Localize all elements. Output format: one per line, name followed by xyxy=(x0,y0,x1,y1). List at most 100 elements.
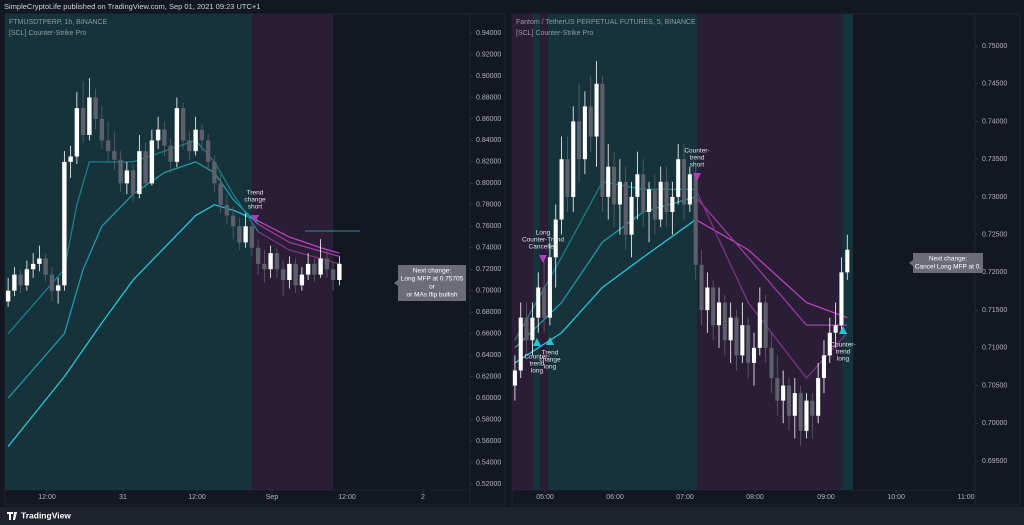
candle-body xyxy=(512,370,517,386)
y-tick-label: 0.80000 xyxy=(476,180,501,187)
y-tick-label: 0.70000 xyxy=(982,420,1007,427)
candle-body xyxy=(641,174,646,213)
annotation-text: change xyxy=(539,357,561,364)
annotation-text: Trend xyxy=(542,350,559,357)
y-tick-label: 0.56000 xyxy=(476,438,501,445)
candle-body xyxy=(623,181,628,235)
candle-body xyxy=(130,170,136,195)
trend-zone xyxy=(540,14,548,490)
candle-body xyxy=(218,183,223,205)
annotation-text: Trend xyxy=(247,190,264,197)
trend-zone xyxy=(252,14,333,490)
candle-body xyxy=(804,400,809,431)
candle-body xyxy=(839,272,844,326)
x-tick-label: 05:00 xyxy=(536,494,554,501)
y-tick-label: 0.72000 xyxy=(476,266,501,273)
candle-body xyxy=(681,159,687,205)
candle-body xyxy=(734,317,739,356)
callout-box xyxy=(394,265,466,301)
x-tick-label: 11:00 xyxy=(958,494,975,501)
x-tick-label: 06:00 xyxy=(606,494,624,501)
candle-body xyxy=(612,166,617,205)
candle-body xyxy=(792,393,797,416)
ma-line xyxy=(7,139,259,335)
candle-body xyxy=(224,204,230,216)
candle-body xyxy=(280,269,286,280)
annotation-text: Long xyxy=(536,230,551,237)
callout-box xyxy=(909,253,983,273)
candle-body xyxy=(699,264,704,311)
annotation-text: short xyxy=(248,204,263,211)
ma-line xyxy=(695,218,848,319)
y-tick-label: 0.74500 xyxy=(982,81,1007,88)
candle-body xyxy=(635,174,640,197)
candle-body xyxy=(670,196,675,213)
candle-body xyxy=(287,263,292,280)
x-tick-label: 12:00 xyxy=(338,494,356,501)
x-tick-label: 09:00 xyxy=(817,494,835,501)
candle-body xyxy=(740,325,745,356)
candle-body xyxy=(255,247,261,264)
candle-body xyxy=(168,145,173,162)
callout-text: Next change: xyxy=(929,256,967,263)
candle-body xyxy=(237,226,242,243)
candle-body xyxy=(43,258,48,275)
y-tick-label: 0.73000 xyxy=(982,194,1007,201)
candle-body xyxy=(658,181,663,220)
y-tick-label: 0.90000 xyxy=(476,73,501,80)
x-tick-label: 31 xyxy=(119,494,127,501)
candle-body xyxy=(606,166,611,197)
candle-body xyxy=(312,263,317,275)
candle-body xyxy=(243,226,248,243)
ma-line xyxy=(695,196,848,326)
chart-subtitle: [SCL] Counter-Strike Pro xyxy=(9,30,87,37)
y-tick-label: 0.75000 xyxy=(982,43,1007,50)
footer xyxy=(0,507,1024,525)
y-tick-label: 0.64000 xyxy=(476,352,501,359)
candle-body xyxy=(600,83,605,197)
candle-body xyxy=(299,274,305,286)
trend-zone xyxy=(533,14,540,490)
candle-body xyxy=(781,385,786,401)
signal-marker xyxy=(693,173,701,181)
candle-body xyxy=(845,249,850,273)
y-tick-label: 0.84000 xyxy=(476,137,501,144)
candle-body xyxy=(582,106,587,160)
callout: Next change:Cancel Long MFP at 0. xyxy=(909,253,983,273)
y-tick-label: 0.71000 xyxy=(982,345,1007,352)
candle-body xyxy=(716,302,722,326)
trend-zone xyxy=(697,14,842,490)
candle-body xyxy=(337,263,342,280)
plot xyxy=(5,78,342,447)
candle-body xyxy=(798,393,803,431)
annotation-text: long xyxy=(544,364,557,371)
candle-body xyxy=(594,83,599,137)
callout-text: Cancel Long MFP at 0. xyxy=(915,264,982,271)
candle-body xyxy=(617,181,622,205)
candle-body xyxy=(149,140,155,184)
candle-body xyxy=(68,156,73,162)
annotation-text: change xyxy=(244,197,266,204)
annotation-text: Counter- xyxy=(830,342,855,349)
candle-body xyxy=(105,140,111,152)
candle-body xyxy=(588,106,593,137)
signal-marker xyxy=(251,215,259,223)
candle-body xyxy=(827,332,832,356)
y-tick-label: 0.78000 xyxy=(476,202,501,209)
chart-title: Fantom / TetherUS PERPETUAL FUTURES, 5, … xyxy=(516,19,696,26)
ma-line xyxy=(695,189,848,380)
candle-body xyxy=(155,129,161,141)
trend-zone xyxy=(512,14,533,490)
candle-body xyxy=(664,181,669,213)
annotation-text: short xyxy=(690,162,705,169)
candle-body xyxy=(143,151,148,184)
brand: TradingView xyxy=(21,510,71,520)
y-tick-label: 0.76000 xyxy=(476,223,501,230)
candle-body xyxy=(305,263,311,275)
x-tick-label: 12:00 xyxy=(188,494,206,501)
candle-body xyxy=(711,287,716,326)
candle-body xyxy=(518,317,523,371)
y-tick-label: 0.92000 xyxy=(476,51,501,58)
candle-body xyxy=(524,317,529,341)
candle-body xyxy=(274,253,280,270)
